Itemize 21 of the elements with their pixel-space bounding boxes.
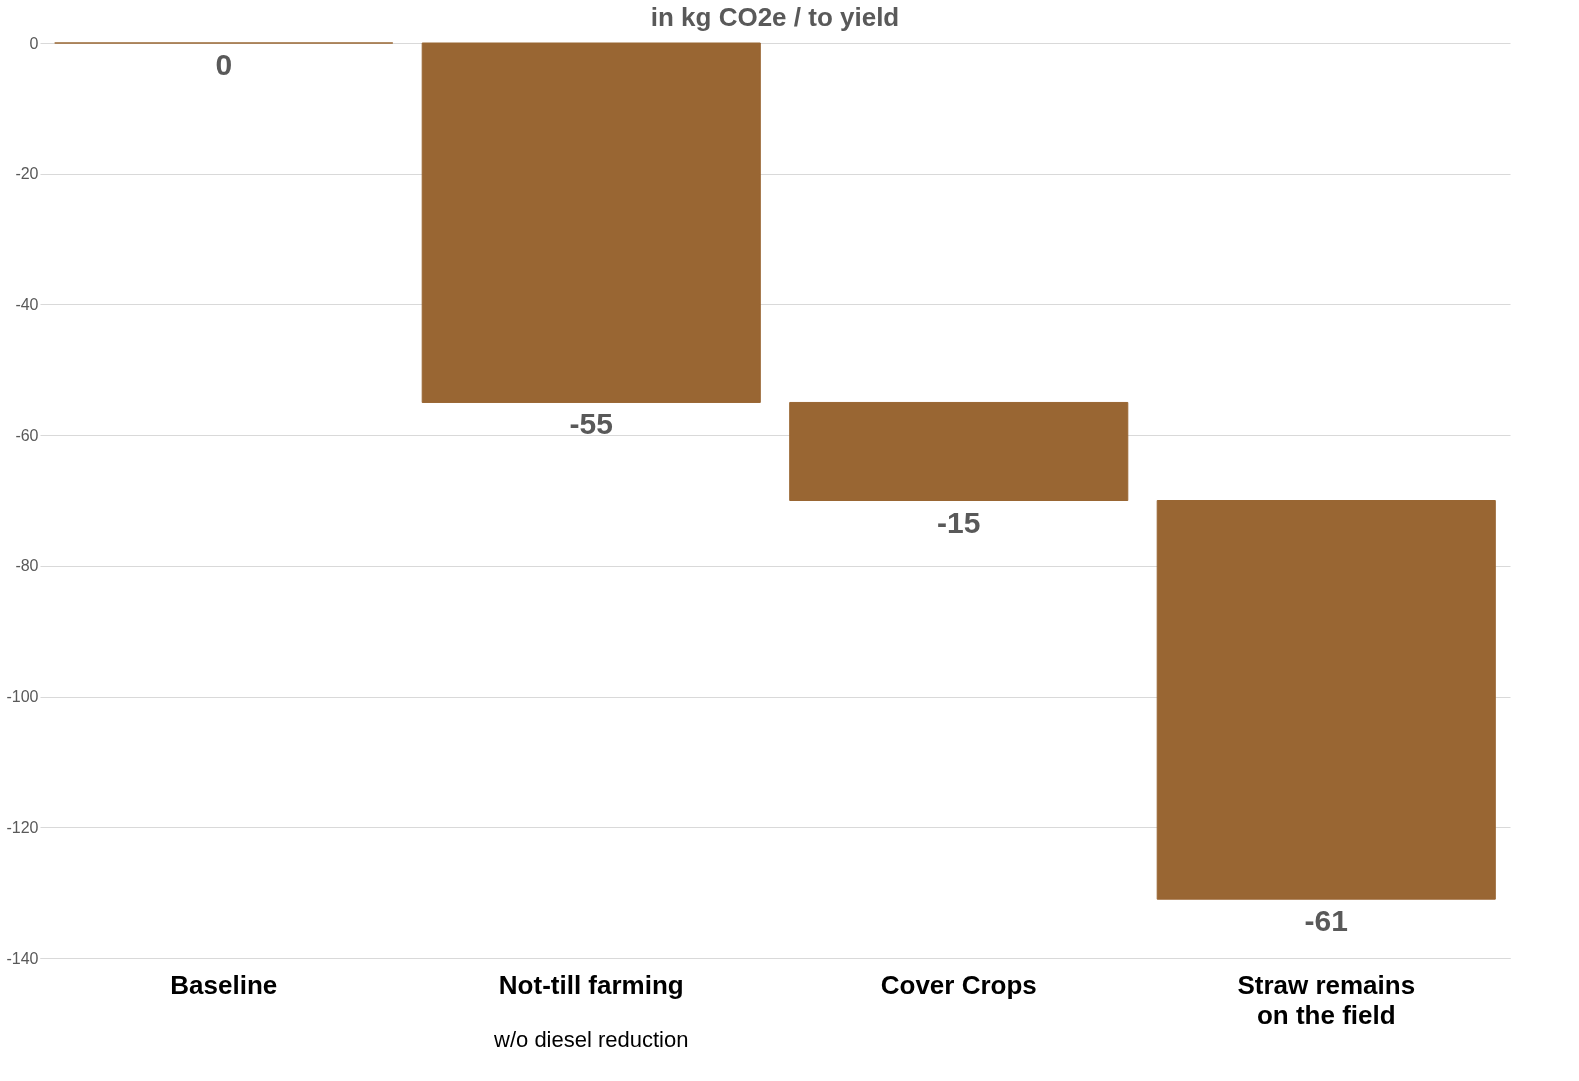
text: w/o diesel reduction — [493, 1027, 689, 1052]
x-tick-label: Baseline — [170, 969, 278, 1000]
y-tick-label: -20 — [15, 165, 39, 183]
y-tick-label: 0 — [29, 34, 39, 52]
y-tick-label: -120 — [6, 818, 39, 836]
data-label: -15 — [937, 505, 981, 539]
bar — [421, 42, 761, 403]
bar — [1156, 500, 1496, 900]
y-tick-label: -100 — [6, 688, 39, 706]
y-tick-label: -140 — [6, 949, 39, 967]
y-tick-label: -60 — [15, 426, 39, 444]
data-label: 0 — [215, 48, 233, 81]
chart-title: in kg CO2e / to yield — [650, 2, 900, 32]
x-tick-label: Not-till farming — [498, 969, 684, 1000]
x-tick-label: Straw remains on the field — [1237, 969, 1416, 1030]
data-label: -55 — [569, 407, 613, 441]
y-tick-label: -80 — [15, 557, 39, 575]
x-tick-label: Cover Crops — [880, 969, 1037, 1000]
data-label: -61 — [1304, 904, 1348, 938]
bar — [789, 401, 1129, 501]
y-tick-label: -40 — [15, 295, 39, 313]
